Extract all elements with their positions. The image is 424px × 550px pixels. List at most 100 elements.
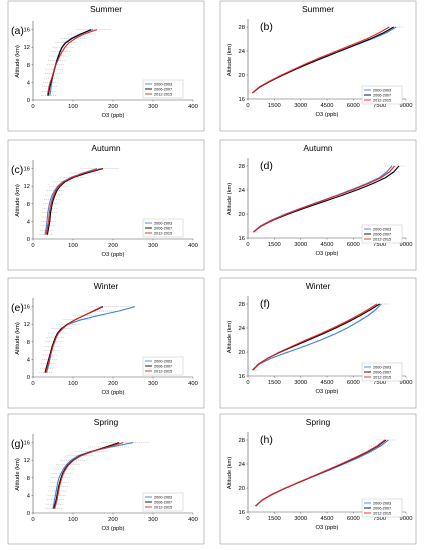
y-tick-label: 12 [24,184,30,190]
legend-label: 2000-2003 [154,82,172,86]
y-tick-label: 12 [24,458,30,464]
series-line-2012-2015 [253,165,396,233]
y-axis-label: Altitude (km) [227,44,233,77]
panel-d: Autumn (d) 0 1500 3000 4500 6000 7500 9000 16 20 24… [219,139,417,271]
panel-letter: (h) [260,434,273,446]
y-tick-label: 12 [24,45,30,51]
x-tick-label: 3000 [294,380,307,386]
series-line-2000-2003 [44,168,98,235]
legend-label: 2006-2007 [373,506,391,510]
series-line-2012-2015 [45,168,102,235]
x-axis-label: O3 (ppb) [102,526,125,532]
legend-label: 2000-2003 [373,88,391,92]
legend-label: 2006-2007 [373,370,391,374]
y-tick-label: 28 [239,25,245,31]
x-tick-label: 400 [188,517,198,523]
x-tick-label: 4500 [321,242,334,248]
legend-label: 2012-2015 [373,511,391,515]
x-tick-label: 6000 [347,516,360,522]
x-tick-label: 3000 [294,242,307,248]
y-axis-label: Altitude (km) [227,457,233,490]
x-tick-label: 100 [68,381,78,387]
series-line-2012-2015 [252,303,378,371]
y-tick-label: 24 [239,49,246,55]
x-tick-label: 200 [108,104,118,110]
panel-letter: (c) [11,164,23,176]
series-line-2000-2003 [52,442,134,509]
y-tick-label: 24 [239,188,246,194]
x-tick-label: 0 [31,243,34,249]
y-tick-label: 20 [239,486,245,492]
legend-box [142,492,184,512]
panel-letter: (b) [260,21,273,33]
legend-box [361,362,403,382]
panel-title: Winter [94,281,119,291]
x-tick-label: 100 [68,517,78,523]
x-tick-label: 200 [108,381,118,387]
x-axis-label: O3 (ppb) [316,525,339,531]
y-tick-label: 28 [239,164,245,170]
legend-label: 2000-2003 [154,495,172,499]
y-axis-label: Altitude (km) [15,322,21,355]
panel-letter: (e) [11,302,24,314]
x-tick-label: 300 [148,381,158,387]
x-tick-label: 400 [188,104,198,110]
x-tick-label: 9000 [400,242,413,248]
panel-title: Autumn [91,143,121,153]
x-axis-label: O3 (ppb) [316,251,339,257]
panel-frame [219,139,417,271]
legend-label: 2006-2007 [154,226,172,230]
y-axis-label: Altitude (km) [15,45,21,78]
x-tick-label: 200 [108,243,118,249]
x-tick-label: 7500 [373,516,386,522]
legend-box [142,356,184,376]
panel-letter: (f) [260,298,270,310]
series-line-2012-2015 [255,439,386,507]
x-axis-label: O3 (ppb) [102,390,125,396]
x-tick-label: 300 [148,517,158,523]
y-tick-label: 4 [27,80,31,86]
y-tick-label: 16 [239,97,245,103]
y-axis-label: Altitude (km) [15,184,21,217]
panel-b: Summer (b) 0 1500 3000 4500 6000 7500 9000 16 20 24… [219,0,417,132]
legend-label: 2000-2003 [373,365,391,369]
y-tick-label: 8 [27,476,30,482]
x-tick-label: 0 [246,242,249,248]
y-tick-label: 0 [27,237,30,243]
x-tick-label: 0 [246,516,249,522]
series-line-2012-2015 [46,29,98,96]
y-tick-label: 28 [239,438,245,444]
y-tick-label: 28 [239,302,245,308]
panel-letter: (g) [11,438,24,450]
x-tick-label: 1500 [268,103,281,109]
x-tick-label: 9000 [400,103,413,109]
panel-title: Autumn [303,143,333,153]
panel-frame [219,0,417,132]
legend-label: 2012-2015 [154,92,172,96]
x-tick-label: 400 [188,381,198,387]
legend-box [142,218,184,238]
panel-h: Spring (h) 0 1500 3000 4500 6000 7500 9000 16 20 24… [219,413,417,545]
y-tick-label: 12 [24,322,30,328]
panel-title: Winter [306,281,331,291]
x-tick-label: 7500 [373,380,386,386]
legend-label: 2006-2007 [154,364,172,368]
series-line-2000-2003 [252,303,382,371]
legend-box [361,498,403,518]
y-tick-label: 20 [239,212,245,218]
x-tick-label: 9000 [400,380,413,386]
x-tick-label: 200 [108,517,118,523]
legend-label: 2000-2003 [373,227,391,231]
y-tick-label: 16 [239,374,245,380]
x-tick-label: 0 [246,103,249,109]
x-tick-label: 6000 [347,242,360,248]
series-line-2012-2015 [251,26,390,94]
y-tick-label: 16 [239,510,245,516]
x-tick-label: 3000 [294,516,307,522]
x-tick-label: 7500 [373,242,386,248]
legend-label: 2006-2007 [373,232,391,236]
